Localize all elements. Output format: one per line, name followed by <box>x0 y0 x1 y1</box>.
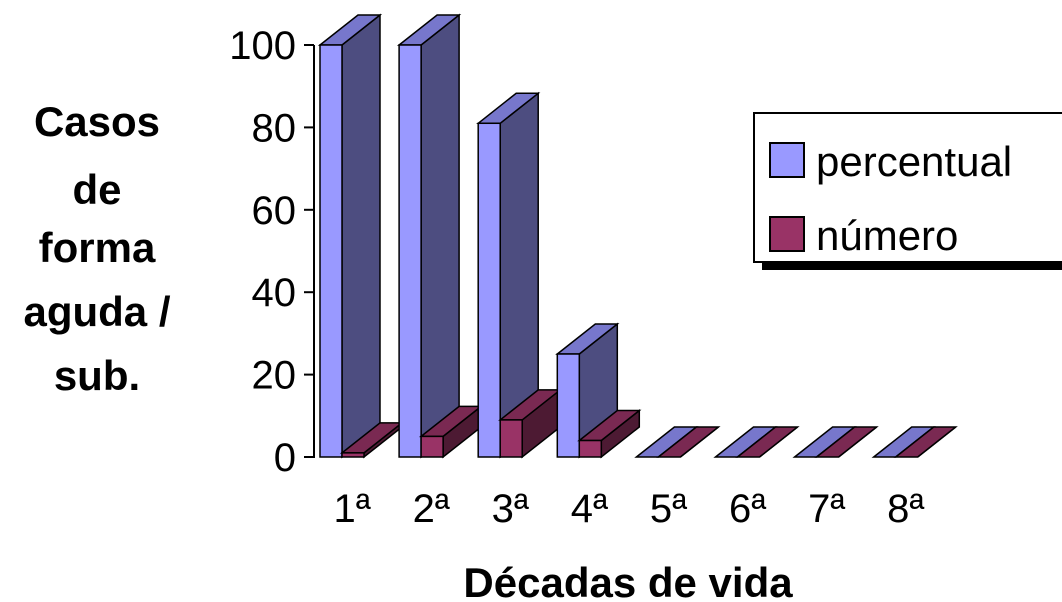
x-tick-label: 7ª <box>808 487 845 531</box>
bar-front <box>556 353 581 458</box>
legend-swatch-numero <box>769 216 805 252</box>
bar-numero <box>735 426 800 458</box>
y-tick-label: 20 <box>252 354 297 398</box>
x-axis-ticks: 1ª 2ª 3ª 4ª 5ª 6ª 7ª 8ª <box>333 487 924 531</box>
bar-side <box>420 13 460 459</box>
legend-swatch-percentual <box>769 142 805 178</box>
y-axis-title-line: de <box>72 166 121 213</box>
bar-top <box>893 426 958 458</box>
y-axis-title-line: forma <box>39 224 156 271</box>
y-tick-label: 0 <box>274 436 296 480</box>
y-axis-title-line: sub. <box>54 352 140 399</box>
legend-label-percentual: percentual <box>816 138 1012 185</box>
legend-box <box>753 112 1062 263</box>
y-axis-title: Casos de forma aguda / sub. <box>23 98 170 399</box>
bar-top <box>814 426 879 458</box>
x-tick-label: 1ª <box>333 487 370 531</box>
bar-numero <box>814 426 879 458</box>
x-tick-label: 5ª <box>650 487 687 531</box>
x-tick-label: 6ª <box>729 487 766 531</box>
bar-percentual <box>317 13 383 459</box>
y-axis-ticks: 0 20 40 60 80 100 <box>229 24 314 480</box>
x-tick-label: 2ª <box>413 487 450 531</box>
bar-numero <box>577 408 642 459</box>
bar-side <box>341 13 381 459</box>
x-tick-label: 3ª <box>492 487 529 531</box>
bar-top <box>656 426 721 458</box>
bar-top <box>735 426 800 458</box>
bars <box>317 13 958 459</box>
y-axis-title-line: Casos <box>34 98 160 145</box>
bar-front <box>477 122 501 458</box>
bar-numero <box>893 426 958 458</box>
x-tick-label: 8ª <box>887 487 924 531</box>
y-tick-label: 40 <box>252 271 297 315</box>
x-tick-label: 4ª <box>571 487 608 531</box>
bar-numero <box>418 404 484 459</box>
y-axis-title-line: aguda / <box>23 288 170 335</box>
y-tick-label: 60 <box>252 189 297 233</box>
y-tick-label: 100 <box>229 24 296 68</box>
x-axis-title: Décadas de vida <box>463 559 793 602</box>
bar-front <box>420 435 444 458</box>
bar-front <box>499 419 523 458</box>
bar-numero <box>656 426 721 458</box>
bar-percentual <box>476 91 541 459</box>
bar-front <box>319 44 343 458</box>
legend: percentual número <box>753 112 1062 270</box>
bar-numero <box>498 388 563 459</box>
bar-front <box>341 452 365 458</box>
bar-front <box>398 44 422 458</box>
bar-percentual <box>396 13 462 459</box>
bar-front <box>578 439 603 458</box>
legend-label-numero: número <box>816 212 958 259</box>
y-tick-label: 80 <box>252 106 297 150</box>
